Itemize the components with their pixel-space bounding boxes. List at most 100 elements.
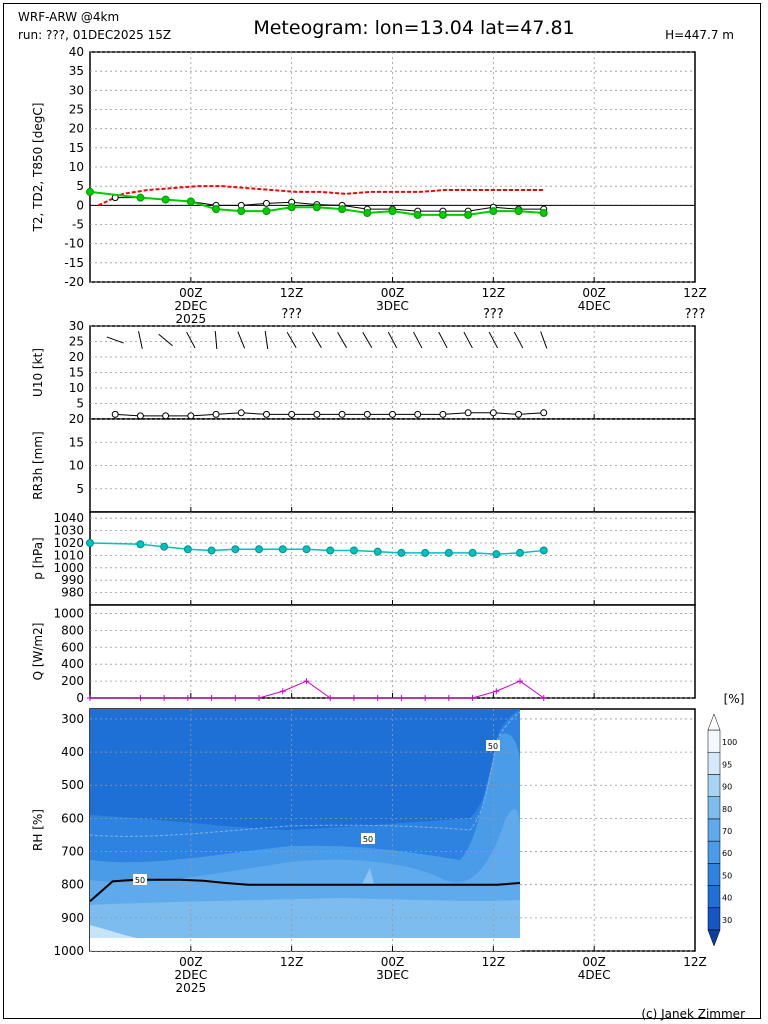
t2-point: [413, 210, 422, 219]
u10-point: [389, 410, 396, 418]
x-tick-date: 4DEC: [578, 299, 611, 313]
radiation-point: [540, 695, 547, 701]
y-tick-label: 500: [61, 778, 84, 792]
radiation-point: [279, 688, 286, 695]
y-tick-label: -20: [64, 275, 84, 289]
t2-point: [136, 193, 145, 202]
radiation-point: [374, 695, 381, 701]
t2-point: [86, 187, 94, 196]
colorbar-title: [%]: [724, 692, 745, 706]
x-tick-label: 00Z: [582, 955, 606, 969]
y-tick-label: 990: [61, 573, 84, 587]
pressure-point: [136, 540, 145, 549]
t2-point: [186, 197, 195, 206]
y-tick-label: 5: [76, 179, 84, 193]
radiation-point: [398, 695, 405, 701]
y-tick-label: 30: [69, 83, 84, 97]
pressure-point: [302, 545, 311, 554]
pressure-point: [278, 545, 287, 554]
unknown-mark: ???: [685, 307, 706, 322]
colorbar-segment: [707, 774, 721, 797]
y-tick-label: 20: [69, 122, 84, 136]
y-tick-label: 30: [69, 319, 84, 333]
radiation-point: [327, 695, 334, 701]
radiation-point: [303, 678, 310, 685]
radiation-point: [493, 688, 500, 695]
u10-point: [111, 410, 119, 418]
t2-point: [161, 195, 170, 204]
t2-point: [338, 205, 347, 214]
y-axis-title: Q [W/m2]: [31, 623, 45, 681]
rh-contour-50: [89, 711, 521, 837]
wind-barb: [264, 331, 269, 349]
radiation-point: [232, 695, 239, 701]
y-tick-label: 15: [69, 366, 84, 380]
y-tick-label: 980: [61, 586, 84, 600]
y-tick-label: 1030: [53, 524, 84, 538]
t2-point: [287, 203, 296, 212]
colorbar-segment: [707, 729, 721, 753]
u10-point: [237, 409, 245, 417]
u10-point: [414, 410, 422, 418]
pressure-point: [255, 545, 264, 554]
radiation-point: [208, 695, 215, 701]
rh-colorbar: 30 40 50 60 70 80 90 95 100 [%]: [707, 692, 745, 947]
u10-point: [540, 409, 548, 417]
y-tick-label: 5: [76, 482, 84, 496]
radiation-point: [137, 695, 144, 701]
pressure-point: [516, 548, 525, 557]
radiation-point: [256, 695, 263, 701]
y-tick-label: -10: [64, 237, 84, 251]
x-tick-label: 00Z: [381, 955, 405, 969]
radiation-point: [87, 695, 93, 701]
y-tick-label: 5: [76, 397, 84, 411]
td2-point: [262, 199, 270, 207]
t2-point: [388, 207, 397, 216]
y-tick-label: 900: [61, 911, 84, 925]
y-tick-label: 400: [61, 657, 84, 671]
wind-barb: [488, 331, 499, 349]
y-tick-label: 700: [61, 845, 84, 859]
u10-point: [262, 410, 270, 418]
colorbar-tick: 95: [722, 760, 732, 769]
colorbar-tick: 70: [722, 827, 732, 836]
y-axis-title: p [hPa]: [31, 537, 45, 579]
pressure-point: [207, 546, 216, 555]
y-tick-label: -15: [64, 256, 84, 270]
y-tick-label: 0: [76, 691, 84, 705]
contour-label: 50: [488, 742, 498, 751]
pressure-point: [397, 548, 406, 557]
colorbar-tick: 90: [722, 783, 732, 792]
pressure-point: [492, 550, 501, 559]
chart-marks: 50 50 50: [86, 185, 696, 951]
y-axis-title: T2, TD2, T850 [degC]: [31, 103, 45, 233]
colorbar-segment: [707, 863, 721, 886]
x-tick-label: 12Z: [482, 286, 506, 300]
wind-barb: [540, 331, 548, 349]
wind-barb: [362, 331, 373, 349]
pressure-point: [231, 545, 240, 554]
wind-barb: [438, 331, 448, 349]
colorbar-tick: 100: [722, 738, 737, 747]
x-tick-label: 00Z: [582, 286, 606, 300]
u10-point: [464, 409, 472, 417]
page-title: Meteogram: lon=13.04 lat=47.81: [253, 17, 574, 39]
u10-point: [338, 410, 346, 418]
radiation-point: [469, 695, 476, 701]
y-tick-label: 1020: [53, 536, 84, 550]
pressure-point: [421, 548, 430, 557]
wind-barb: [106, 336, 124, 344]
y-tick-label: 1000: [53, 606, 84, 620]
contour-label: 50: [363, 835, 373, 844]
wind-barb: [158, 333, 173, 347]
x-tick-label: 12Z: [683, 955, 707, 969]
y-tick-label: 400: [61, 745, 84, 759]
x-tick-label: 00Z: [179, 286, 203, 300]
u10-point: [313, 410, 321, 418]
x-tick-label: 12Z: [482, 955, 506, 969]
unknown-mark: ???: [483, 307, 504, 322]
y-tick-label: 600: [61, 640, 84, 654]
t850-line: [97, 185, 544, 207]
t2-point: [363, 209, 372, 217]
